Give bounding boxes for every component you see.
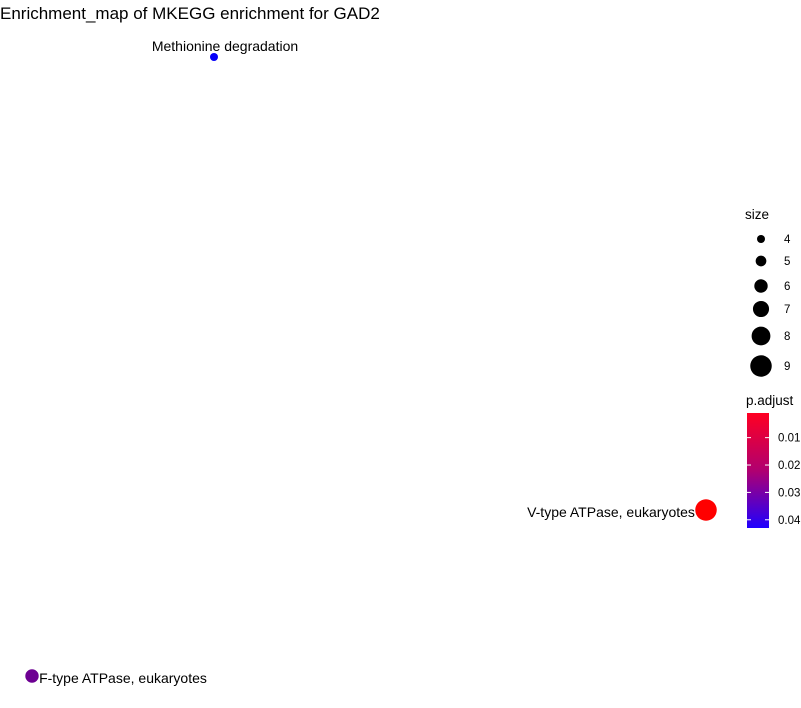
size-legend-key bbox=[755, 255, 767, 267]
network-nodes: Methionine degradation V-type ATPase, euk… bbox=[25, 38, 717, 686]
chart-title: Enrichment_map of MKEGG enrichment for G… bbox=[0, 4, 380, 23]
size-legend-key bbox=[754, 279, 768, 293]
p-adjust-colorbar bbox=[747, 413, 769, 528]
p-adjust-legend: p.adjust 0.01 0.02 0.03 0.04 bbox=[746, 393, 801, 528]
size-legend-key bbox=[757, 235, 765, 243]
size-legend-label: 4 bbox=[784, 234, 791, 246]
size-legend-label: 7 bbox=[784, 304, 790, 316]
node-point bbox=[210, 53, 218, 61]
p-adjust-legend-title: p.adjust bbox=[746, 393, 794, 408]
size-legend-key bbox=[750, 355, 772, 377]
size-legend-key bbox=[751, 326, 771, 346]
node-label: Methionine degradation bbox=[152, 38, 298, 54]
node-point bbox=[25, 669, 39, 683]
size-legend-label: 8 bbox=[784, 331, 790, 343]
size-legend-title: size bbox=[745, 207, 769, 222]
node-point bbox=[695, 499, 717, 521]
size-legend-key bbox=[752, 300, 770, 318]
size-legend-label: 6 bbox=[784, 281, 790, 293]
node-label: F-type ATPase, eukaryotes bbox=[39, 670, 207, 686]
size-legend-label: 9 bbox=[784, 361, 790, 373]
colorbar-tick-label: 0.01 bbox=[778, 433, 800, 445]
size-legend: size 4 5 6 7 8 9 bbox=[745, 207, 791, 377]
colorbar-tick-label: 0.04 bbox=[778, 515, 801, 527]
colorbar-tick-label: 0.02 bbox=[778, 460, 800, 472]
colorbar-tick-label: 0.03 bbox=[778, 487, 800, 499]
node-label: V-type ATPase, eukaryotes bbox=[527, 504, 695, 520]
size-legend-label: 5 bbox=[784, 256, 790, 268]
